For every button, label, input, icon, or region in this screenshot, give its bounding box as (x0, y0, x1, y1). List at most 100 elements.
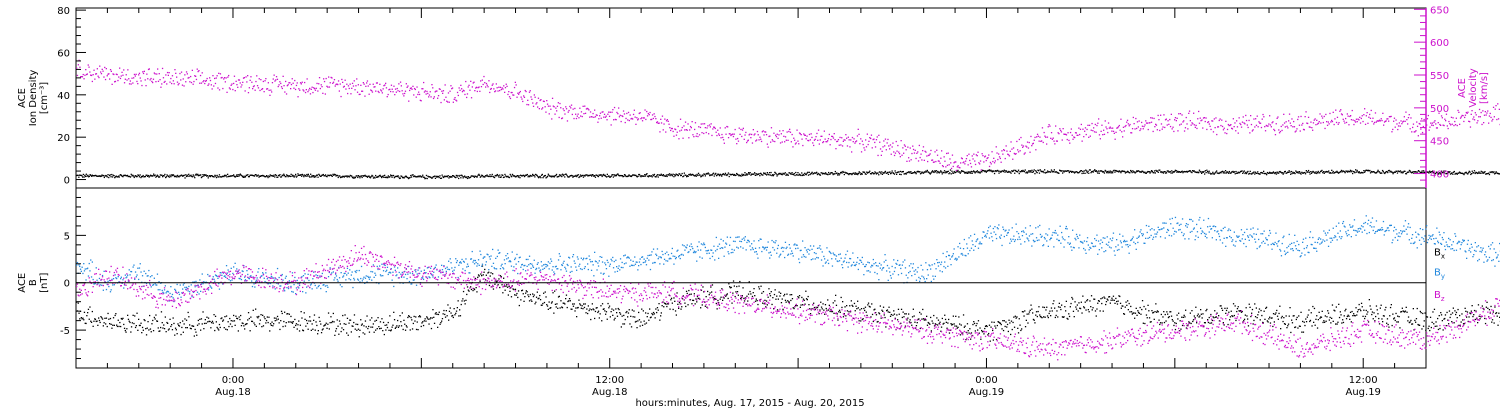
velocity-series-point (350, 84, 351, 85)
velocity-series-point (390, 91, 391, 92)
ion-density-series-point (1034, 173, 1035, 174)
ion-density-series-point (1201, 173, 1202, 174)
velocity-series-point (1070, 132, 1071, 133)
velocity-series-point (1069, 143, 1070, 144)
ion-density-series-point (705, 175, 706, 176)
velocity-series-point (551, 118, 552, 119)
velocity-series-point (1457, 125, 1458, 126)
velocity-series-point (793, 138, 794, 139)
velocity-series-point (1087, 125, 1088, 126)
ion-density-series-point (582, 175, 583, 176)
ion-density-series-point (910, 172, 911, 173)
velocity-series-point (787, 140, 788, 141)
velocity-series-point (1305, 111, 1306, 112)
velocity-series-point (364, 84, 365, 85)
velocity-series-point (612, 109, 613, 110)
velocity-series-point (693, 136, 694, 137)
ion-density-series-point (448, 177, 449, 178)
velocity-series-point (568, 112, 569, 113)
velocity-series-point (710, 126, 711, 127)
velocity-series-point (1122, 136, 1123, 137)
velocity-series-point (316, 88, 317, 89)
velocity-series-point (1280, 131, 1281, 132)
velocity-series-point (456, 100, 457, 101)
velocity-series-point (784, 141, 785, 142)
velocity-series-point (334, 79, 335, 80)
velocity-series-point (568, 110, 569, 111)
ion-density-series-point (684, 173, 685, 174)
velocity-series-point (345, 88, 346, 89)
ion-density-series-point (1114, 172, 1115, 173)
velocity-series-point (1077, 135, 1078, 136)
ion-density-series-point (1330, 173, 1331, 174)
velocity-series-point (905, 146, 906, 147)
velocity-series-point (1344, 122, 1345, 123)
ion-density-series-point (389, 176, 390, 177)
ion-density-series-point (218, 176, 219, 177)
ion-density-series-point (844, 174, 845, 175)
ion-density-series-point (1053, 171, 1054, 172)
ion-density-series-point (617, 173, 618, 174)
velocity-series-point (917, 151, 918, 152)
velocity-series-point (96, 73, 97, 74)
velocity-series-point (982, 153, 983, 154)
velocity-series-point (1264, 126, 1265, 127)
velocity-series-point (448, 92, 449, 93)
ion-density-series-point (276, 175, 277, 176)
velocity-series-point (155, 81, 156, 82)
velocity-series-point (1237, 126, 1238, 127)
velocity-series-point (82, 76, 83, 77)
velocity-series-point (1413, 124, 1414, 125)
velocity-series-point (687, 130, 688, 131)
velocity-series-point (1233, 118, 1234, 119)
velocity-series-point (321, 84, 322, 85)
velocity-series-point (136, 74, 137, 75)
ion-density-series-point (960, 171, 961, 172)
ion-density-series-point (562, 174, 563, 175)
velocity-series-point (722, 137, 723, 138)
velocity-series-point (849, 146, 850, 147)
velocity-series-point (1327, 125, 1328, 126)
ion-density-series-point (895, 172, 896, 173)
ion-density-series-point (1381, 173, 1382, 174)
ion-density-series-point (1463, 174, 1464, 175)
ion-density-series-point (614, 174, 615, 175)
velocity-series-point (449, 91, 450, 92)
ion-density-series-point (1480, 173, 1481, 174)
velocity-series-point (459, 90, 460, 91)
ion-density-series-point (841, 172, 842, 173)
velocity-series-point (902, 147, 903, 148)
velocity-series-point (880, 148, 881, 149)
velocity-series-point (611, 112, 612, 113)
velocity-series-point (255, 90, 256, 91)
ion-density-series-point (313, 175, 314, 176)
ion-density-series-point (398, 177, 399, 178)
velocity-series-point (846, 138, 847, 139)
velocity-series-point (353, 85, 354, 86)
ion-density-series-point (235, 176, 236, 177)
velocity-series-point (535, 103, 536, 104)
velocity-series-point (1184, 130, 1185, 131)
ion-density-series-point (388, 175, 389, 176)
velocity-series-point (122, 75, 123, 76)
velocity-series-point (296, 85, 297, 86)
velocity-series-point (1139, 130, 1140, 131)
velocity-series-point (476, 87, 477, 88)
velocity-series-point (999, 156, 1000, 157)
velocity-series-point (1399, 122, 1400, 123)
ion-density-series-point (865, 174, 866, 175)
velocity-series-point (539, 108, 540, 109)
velocity-series-point (1111, 131, 1112, 132)
velocity-series-point (1164, 127, 1165, 128)
velocity-series-point (640, 112, 641, 113)
ion-density-series-point (267, 176, 268, 177)
velocity-series-point (1245, 115, 1246, 116)
velocity-series-point (1319, 113, 1320, 114)
velocity-series-point (787, 131, 788, 132)
velocity-series-point (573, 109, 574, 110)
velocity-series-point (712, 128, 713, 129)
velocity-series-point (99, 66, 100, 67)
velocity-series-point (794, 140, 795, 141)
velocity-series-point (1194, 124, 1195, 125)
ion-density-series-point (1299, 171, 1300, 172)
